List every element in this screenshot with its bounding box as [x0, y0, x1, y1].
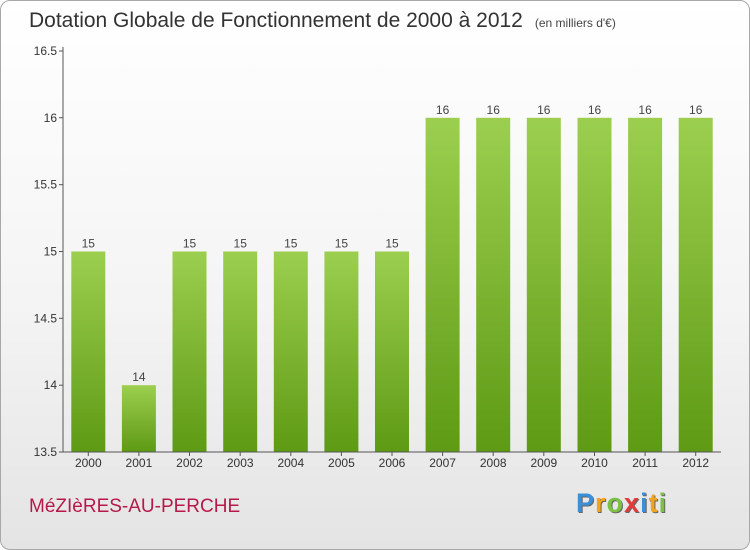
- data-label-2009: 16: [537, 103, 551, 117]
- data-label-2001: 14: [132, 370, 146, 384]
- bar-2007: [425, 117, 460, 453]
- data-label-2006: 15: [385, 237, 399, 251]
- data-label-2007: 16: [436, 103, 450, 117]
- bar-2011: [628, 117, 663, 453]
- data-label-2002: 15: [183, 237, 197, 251]
- bar-2009: [526, 117, 561, 453]
- logo-letter: o: [606, 488, 625, 518]
- bar-2002: [172, 251, 207, 452]
- commune-name: MéZIèRES-AU-PERCHE: [29, 496, 241, 517]
- bar-2010: [577, 117, 612, 453]
- logo-letter: r: [595, 488, 607, 518]
- x-tick-label-2011: 2011: [632, 456, 658, 470]
- bar-2003: [223, 251, 258, 452]
- x-tick-label-2003: 2003: [227, 456, 254, 470]
- x-tick-label-2007: 2007: [429, 456, 456, 470]
- bar-2012: [678, 117, 713, 453]
- data-label-2010: 16: [588, 103, 602, 117]
- x-tick-label-2001: 2001: [126, 456, 153, 470]
- logo-letter: P: [576, 488, 596, 518]
- data-label-2008: 16: [487, 103, 501, 117]
- bar-2000: [71, 251, 106, 452]
- y-tick-label-15.5: 15.5: [34, 178, 58, 192]
- x-tick-label-2006: 2006: [379, 456, 406, 470]
- proxiti-logo: Proxiti: [576, 488, 667, 519]
- chart-title-text: Dotation Globale de Fonctionnement de 20…: [29, 9, 523, 32]
- bar-2008: [476, 117, 511, 453]
- x-tick-label-2008: 2008: [480, 456, 507, 470]
- data-label-2011: 16: [638, 103, 652, 117]
- x-tick-label-2005: 2005: [328, 456, 355, 470]
- bars-group: 15 14 15 15 15 15 15 16 16 16 16 16 16: [71, 103, 713, 453]
- logo-letter: x: [624, 488, 641, 518]
- x-tick-label-2009: 2009: [530, 456, 557, 470]
- y-tick-label-14.5: 14.5: [34, 311, 58, 325]
- bar-2005: [324, 251, 359, 452]
- y-tick-label-16.5: 16.5: [34, 44, 58, 58]
- y-tick-label-16: 16: [44, 111, 58, 125]
- logo-letter: t: [648, 488, 659, 518]
- logo-letter: i: [658, 488, 668, 518]
- data-label-2000: 15: [82, 237, 96, 251]
- data-label-2005: 15: [335, 237, 349, 251]
- axes-group: 2000 2001 2002 2003 2004 2005 2006 2007 2008 2009…: [34, 44, 721, 470]
- chart-unit: (en milliers d'€): [534, 16, 616, 30]
- x-tick-label-2012: 2012: [682, 456, 709, 470]
- x-tick-label-2004: 2004: [277, 456, 304, 470]
- data-label-2012: 16: [689, 103, 703, 117]
- bar-2004: [273, 251, 308, 452]
- data-label-2004: 15: [284, 237, 298, 251]
- x-tick-label-2000: 2000: [75, 456, 102, 470]
- x-tick-label-2010: 2010: [581, 456, 608, 470]
- y-tick-label-15: 15: [44, 245, 58, 259]
- logo-letter: i: [640, 488, 649, 518]
- y-tick-label-13.5: 13.5: [34, 445, 58, 459]
- bar-2001: [121, 385, 156, 452]
- data-label-2003: 15: [234, 237, 248, 251]
- bar-2006: [375, 251, 409, 452]
- y-tick-label-14: 14: [44, 378, 58, 392]
- chart-title: Dotation Globale de Fonctionnement de 20…: [29, 9, 616, 33]
- x-tick-label-2002: 2002: [176, 456, 203, 470]
